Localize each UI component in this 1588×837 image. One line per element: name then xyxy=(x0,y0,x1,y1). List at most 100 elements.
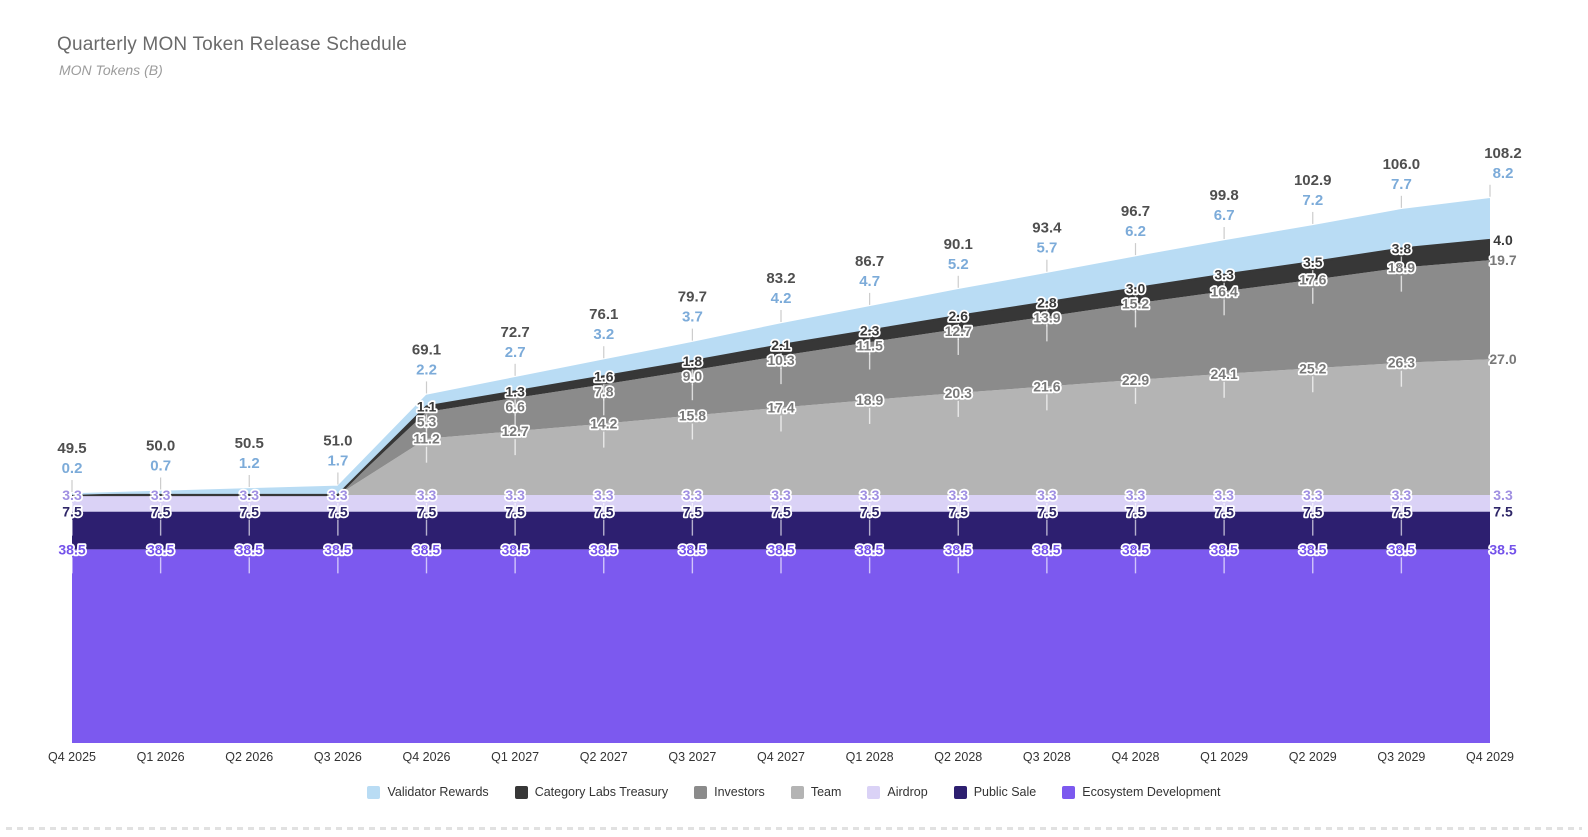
legend-swatch xyxy=(367,785,381,799)
label-team: 17.4 xyxy=(767,399,794,415)
label-public-sale: 7.5 xyxy=(1126,504,1146,520)
axis-tick-label: Q2 2026 xyxy=(225,750,273,764)
label-category-labs-treasury: 3.5 xyxy=(1303,254,1323,270)
axis-tick-label: Q2 2028 xyxy=(934,750,982,764)
axis-tick-label: Q4 2029 xyxy=(1466,750,1514,764)
label-airdrop: 3.3 xyxy=(1037,487,1057,503)
label-public-sale: 7.5 xyxy=(1493,504,1513,520)
label-public-sale: 7.5 xyxy=(860,504,880,520)
legend-swatch xyxy=(867,785,881,799)
axis-tick-label: Q3 2026 xyxy=(314,750,362,764)
label-public-sale: 7.5 xyxy=(1392,504,1412,520)
label-public-sale: 7.5 xyxy=(505,504,525,520)
legend-swatch xyxy=(694,785,708,799)
label-public-sale: 7.5 xyxy=(417,504,437,520)
label-investors: 17.6 xyxy=(1299,272,1326,288)
label-ecosystem-development: 38.5 xyxy=(1299,541,1326,557)
label-category-labs-treasury: 2.6 xyxy=(949,308,969,324)
label-airdrop: 3.3 xyxy=(594,487,614,503)
legend-item-validator-rewards[interactable]: Validator Rewards xyxy=(367,785,489,799)
total-label: 72.7 xyxy=(501,324,530,341)
total-label: 49.5 xyxy=(57,440,86,457)
total-label: 83.2 xyxy=(766,270,795,287)
label-airdrop: 3.3 xyxy=(771,487,791,503)
total-label: 108.2 xyxy=(1484,145,1522,162)
label-team: 24.1 xyxy=(1211,366,1238,382)
axis-tick-label: Q4 2028 xyxy=(1112,750,1160,764)
axis-tick-label: Q2 2029 xyxy=(1289,750,1337,764)
label-validator-rewards: 1.7 xyxy=(327,452,348,469)
label-category-labs-treasury: 1.1 xyxy=(417,398,437,414)
label-validator-rewards: 0.7 xyxy=(150,458,171,475)
legend-item-team[interactable]: Team xyxy=(790,785,842,799)
label-team: 21.6 xyxy=(1033,378,1060,394)
total-label: 90.1 xyxy=(944,236,973,253)
label-public-sale: 7.5 xyxy=(151,504,171,520)
chart-legend: Validator Rewards Category Labs Treasury I… xyxy=(0,781,1588,803)
legend-label: Ecosystem Development xyxy=(1082,785,1221,799)
legend-label: Team xyxy=(810,785,842,799)
legend-item-airdrop[interactable]: Airdrop xyxy=(867,785,928,799)
label-airdrop: 3.3 xyxy=(1493,487,1513,503)
label-team: 14.2 xyxy=(590,416,617,432)
label-public-sale: 7.5 xyxy=(949,504,969,520)
label-validator-rewards: 1.2 xyxy=(239,455,260,472)
total-label: 76.1 xyxy=(589,306,618,323)
label-category-labs-treasury: 2.8 xyxy=(1037,294,1057,310)
label-public-sale: 7.5 xyxy=(1214,504,1234,520)
label-investors: 16.4 xyxy=(1211,283,1238,299)
label-validator-rewards: 2.2 xyxy=(416,361,437,378)
label-team: 20.3 xyxy=(945,385,972,401)
legend-swatch xyxy=(514,785,528,799)
label-validator-rewards: 3.7 xyxy=(682,309,703,326)
label-airdrop: 3.3 xyxy=(860,487,880,503)
label-category-labs-treasury: 1.6 xyxy=(594,368,614,384)
label-investors: 5.3 xyxy=(417,413,437,429)
label-investors: 13.9 xyxy=(1033,309,1060,325)
legend-label: Airdrop xyxy=(887,785,928,799)
label-public-sale: 7.5 xyxy=(1037,504,1057,520)
label-validator-rewards: 0.2 xyxy=(62,460,83,477)
label-ecosystem-development: 38.5 xyxy=(1033,541,1060,557)
legend-item-category-labs-treasury[interactable]: Category Labs Treasury xyxy=(514,785,669,799)
total-label: 69.1 xyxy=(412,341,441,358)
total-label: 50.0 xyxy=(146,438,175,455)
edge-validator-rewards xyxy=(71,197,1491,495)
label-ecosystem-development: 38.5 xyxy=(945,541,972,557)
label-public-sale: 7.5 xyxy=(771,504,791,520)
axis-tick-label: Q3 2027 xyxy=(668,750,716,764)
label-validator-rewards: 3.2 xyxy=(593,326,614,343)
label-ecosystem-development: 38.5 xyxy=(1122,541,1149,557)
label-category-labs-treasury: 4.0 xyxy=(1493,232,1513,248)
label-investors: 9.0 xyxy=(683,368,703,384)
axis-tick-label: Q4 2025 xyxy=(48,750,96,764)
label-ecosystem-development: 38.5 xyxy=(1489,541,1516,557)
legend-label: Investors xyxy=(714,785,765,799)
edge-category-labs-treasury xyxy=(72,238,1491,497)
label-airdrop: 3.3 xyxy=(151,487,171,503)
label-investors: 11.5 xyxy=(856,338,883,354)
label-investors: 12.7 xyxy=(945,323,972,339)
bottom-dashed-divider xyxy=(6,827,1582,830)
label-validator-rewards: 5.2 xyxy=(948,256,969,273)
label-public-sale: 7.5 xyxy=(328,504,348,520)
label-ecosystem-development: 38.5 xyxy=(324,541,351,557)
legend-item-ecosystem-development[interactable]: Ecosystem Development xyxy=(1062,785,1221,799)
label-airdrop: 3.3 xyxy=(1303,487,1323,503)
axis-tick-label: Q1 2028 xyxy=(846,750,894,764)
legend-item-public-sale[interactable]: Public Sale xyxy=(953,785,1036,799)
legend-label: Category Labs Treasury xyxy=(534,785,669,799)
legend-swatch xyxy=(790,785,804,799)
label-validator-rewards: 6.2 xyxy=(1125,223,1146,240)
legend-item-investors[interactable]: Investors xyxy=(694,785,765,799)
label-investors: 6.6 xyxy=(505,398,525,414)
label-airdrop: 3.3 xyxy=(1392,487,1412,503)
label-category-labs-treasury: 2.1 xyxy=(771,337,791,353)
label-validator-rewards: 5.7 xyxy=(1036,240,1057,257)
area-category-labs-treasury xyxy=(72,240,1490,496)
label-category-labs-treasury: 3.8 xyxy=(1392,241,1412,257)
label-airdrop: 3.3 xyxy=(328,487,348,503)
label-airdrop: 3.3 xyxy=(949,487,969,503)
chart-subtitle: MON Tokens (B) xyxy=(59,62,163,78)
label-validator-rewards: 4.2 xyxy=(771,290,792,307)
